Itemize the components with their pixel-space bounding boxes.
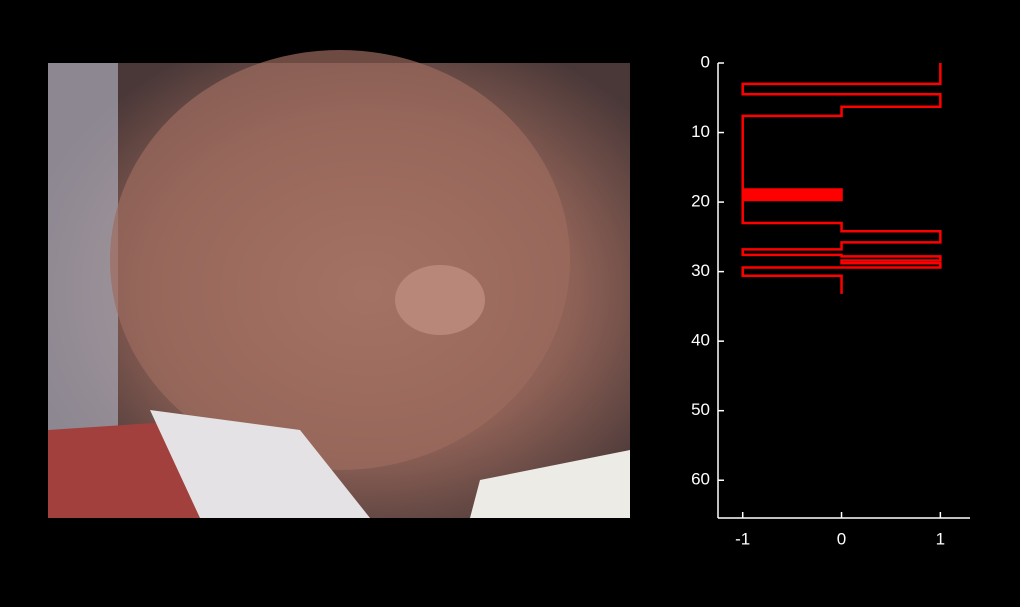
y-tick-label: 0: [701, 52, 710, 71]
y-tick-label: 40: [691, 331, 710, 350]
x-tick-label: 0: [837, 529, 846, 548]
video-frame: [48, 50, 630, 518]
x-tick-label: -1: [735, 529, 750, 548]
y-tick-label: 30: [691, 261, 710, 280]
y-tick-label: 50: [691, 400, 710, 419]
y-tick-label: 20: [691, 192, 710, 211]
y-tick-label: 10: [691, 122, 710, 141]
x-tick-label: 1: [936, 529, 945, 548]
page: 0102030405060-101 (() => { const data = …: [0, 0, 1020, 607]
photo-face: [110, 50, 570, 470]
photo-nose: [395, 265, 485, 335]
photo-background: [48, 63, 118, 443]
figure: 0 10 20 30 40 50 60 -1 0 1: [0, 0, 1020, 607]
y-tick-label: 60: [691, 470, 710, 489]
